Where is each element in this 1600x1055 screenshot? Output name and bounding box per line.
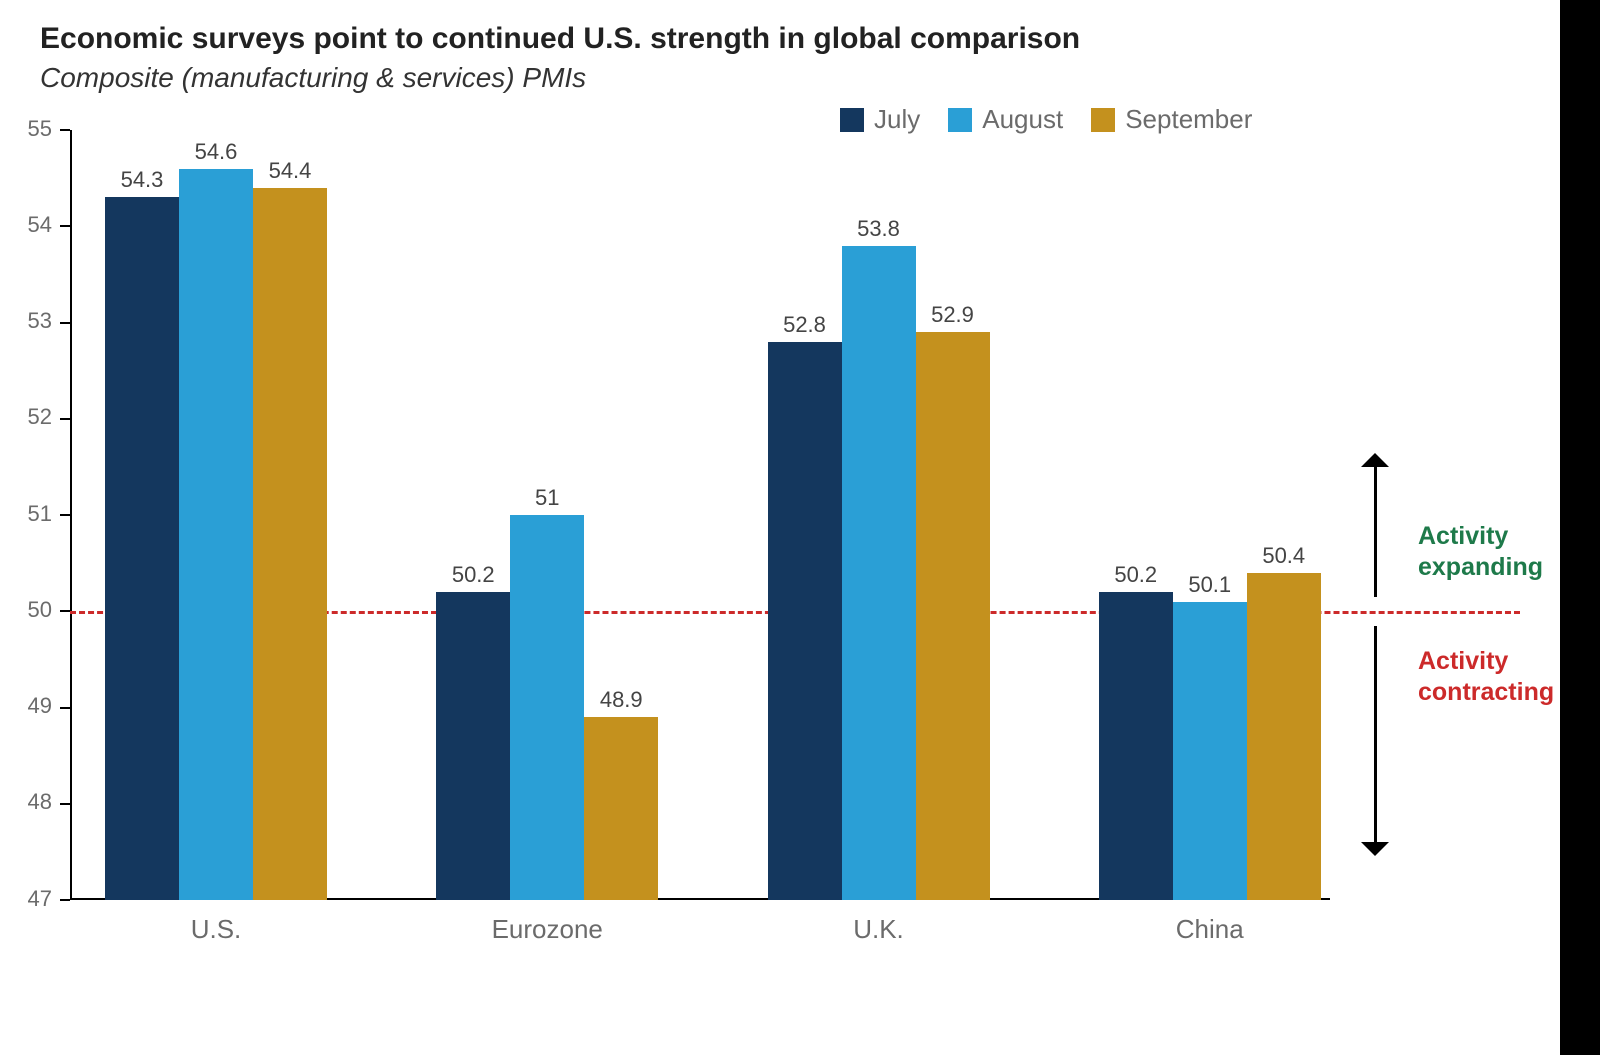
chart-subtitle: Composite (manufacturing & services) PMI… [40,62,586,94]
ytick-mark [60,514,70,516]
ytick-mark [60,707,70,709]
ytick-label: 51 [0,501,52,527]
category-label: Eurozone [492,914,603,945]
annotation-contracting: Activitycontracting [1418,646,1554,709]
ytick-label: 52 [0,404,52,430]
right-edge-strip [1560,0,1600,1055]
ytick-mark [60,129,70,131]
plot-area: 474849505152535455U.S.54.354.654.4Eurozo… [70,130,1330,900]
ytick-label: 48 [0,789,52,815]
annotation-expanding: Activityexpanding [1418,521,1543,584]
ytick-label: 55 [0,116,52,142]
ytick-label: 54 [0,212,52,238]
bar-value-label: 54.6 [195,139,238,165]
bar [584,717,658,900]
chart-title: Economic surveys point to continued U.S.… [40,22,1080,56]
bar-value-label: 54.4 [269,158,312,184]
bar [768,342,842,900]
category-label: U.K. [853,914,904,945]
bar-value-label: 53.8 [857,216,900,242]
category-label: China [1176,914,1244,945]
bar-value-label: 51 [535,485,559,511]
bar [179,169,253,901]
bar [105,197,179,900]
bar-value-label: 50.2 [452,562,495,588]
y-axis [70,130,72,900]
arrowhead-up [1361,453,1389,467]
bar [1173,602,1247,900]
bar-value-label: 52.9 [931,302,974,328]
ytick-label: 53 [0,308,52,334]
bar [253,188,327,900]
ytick-mark [60,803,70,805]
bar-value-label: 48.9 [600,687,643,713]
ytick-mark [60,322,70,324]
bar-value-label: 52.8 [783,312,826,338]
ytick-mark [60,418,70,420]
bar-value-label: 50.1 [1188,572,1231,598]
bar-value-label: 54.3 [121,167,164,193]
bar [842,246,916,901]
bar [510,515,584,900]
legend-swatch [840,108,864,132]
ytick-mark [60,610,70,612]
bar-value-label: 50.4 [1262,543,1305,569]
bar [916,332,990,900]
arrow-down [1374,626,1377,843]
ytick-label: 47 [0,886,52,912]
ytick-mark [60,225,70,227]
bar [436,592,510,900]
bar [1247,573,1321,900]
arrowhead-down [1361,842,1389,856]
bar [1099,592,1173,900]
legend-swatch [1091,108,1115,132]
ytick-label: 49 [0,693,52,719]
ytick-mark [60,899,70,901]
category-label: U.S. [191,914,242,945]
ytick-label: 50 [0,597,52,623]
legend-swatch [948,108,972,132]
arrow-up [1374,467,1377,597]
bar-value-label: 50.2 [1114,562,1157,588]
